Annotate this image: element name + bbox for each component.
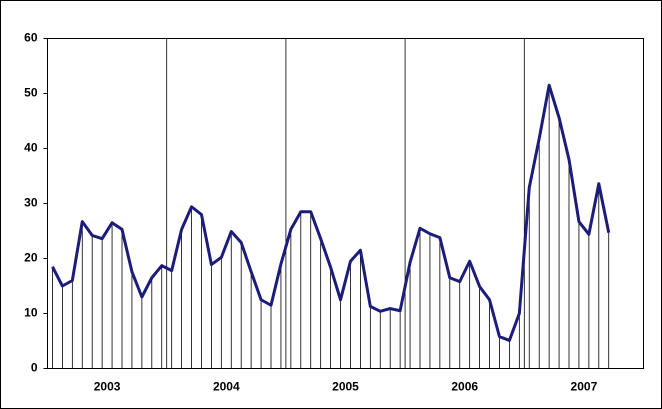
y-tick-label: 50: [24, 86, 38, 100]
y-tick-label: 30: [24, 196, 38, 210]
y-tick-label: 0: [31, 361, 38, 375]
x-tick-label: 2006: [451, 380, 478, 394]
x-tick-label: 2004: [213, 380, 240, 394]
y-tick-label: 20: [24, 251, 38, 265]
y-tick-label: 40: [24, 141, 38, 155]
x-tick-label: 2005: [332, 380, 359, 394]
y-tick-label: 60: [24, 31, 38, 45]
x-tick-label: 2007: [571, 380, 598, 394]
series-line: [51, 83, 611, 342]
x-tick-label: 2003: [94, 380, 121, 394]
y-tick-label: 10: [24, 306, 38, 320]
